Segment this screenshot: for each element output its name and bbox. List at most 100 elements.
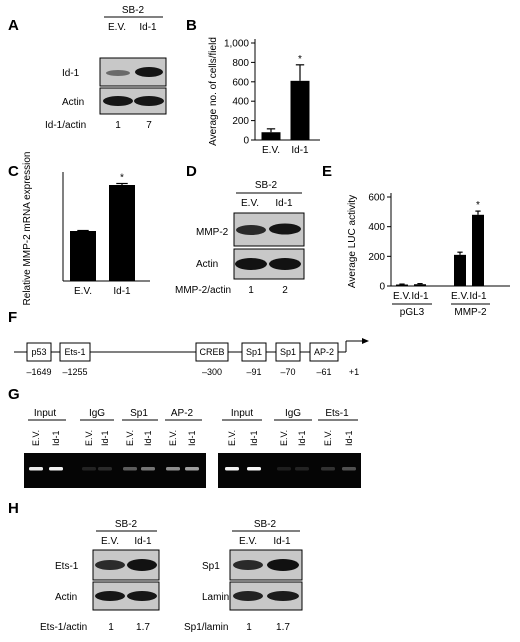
y-tick-label: 1,000: [224, 39, 249, 50]
h-right-lane-ev: E.V.: [239, 536, 257, 547]
h-right-ratio-ev: 1: [246, 622, 252, 633]
y-tick-label: 200: [368, 252, 385, 263]
panel-h-letter: H: [8, 500, 19, 517]
panel-d: D SB-2 E.V. Id-1 MMP-2 Actin MMP-2/actin…: [175, 163, 305, 296]
panel-d-band-mmp2-ev: [236, 225, 266, 235]
x-tick-label: E.V.: [74, 286, 92, 297]
h-left-lane-id1: Id-1: [134, 536, 152, 547]
g-right-group-ets1: Ets-1: [325, 408, 349, 419]
significance-marker: *: [298, 54, 302, 65]
svg-text:Sp1: Sp1: [246, 347, 262, 357]
x-tick-label: Id-1: [291, 145, 309, 156]
panel-g-letter: G: [8, 386, 20, 403]
bar: [109, 185, 135, 281]
bar: [261, 132, 281, 140]
chip-band: [185, 467, 199, 471]
chip-lane-label: E.V.: [168, 430, 178, 446]
panel-f: F p53 –1649 Ets-1 –1255 CREB –300 Sp1 –9…: [8, 309, 369, 377]
chip-band: [49, 467, 63, 471]
y-tick-label: 600: [232, 77, 249, 88]
svg-text:p53: p53: [31, 347, 46, 357]
promoter-element-ets1: Ets-1 –1255: [59, 342, 91, 377]
panel-d-band-mmp2-id1: [269, 223, 301, 235]
g-left-group-sp1: Sp1: [130, 408, 148, 419]
panel-d-ratio-id1: 2: [282, 285, 288, 296]
h-right-band-sp1-ev: [233, 560, 263, 570]
panel-a-lane-ev: E.V.: [108, 22, 126, 33]
g-left-group-igg: IgG: [89, 408, 105, 419]
y-axis-title: Average LUC activity: [347, 195, 358, 288]
h-left-band-ets1-ev: [95, 560, 125, 570]
panel-d-row-mmp2: MMP-2: [196, 227, 229, 238]
h-left-group-label: SB-2: [115, 519, 138, 530]
tss-label: +1: [349, 367, 359, 377]
svg-text:–91: –91: [246, 367, 261, 377]
chip-band: [29, 467, 43, 471]
y-tick-label: 0: [379, 282, 385, 293]
h-right-row-sp1: Sp1: [202, 561, 220, 572]
y-tick-label: 400: [232, 97, 249, 108]
panel-d-band-actin-ev: [235, 258, 267, 270]
svg-text:–1255: –1255: [62, 367, 87, 377]
chip-band: [277, 467, 291, 471]
h-right-group-label: SB-2: [254, 519, 277, 530]
chip-lane-label: Id-1: [297, 430, 307, 446]
chip-band: [141, 467, 155, 471]
panel-a-band-id1-id1: [135, 67, 163, 77]
y-tick-label: 0: [243, 136, 249, 147]
bar: [70, 231, 96, 281]
chip-lane-label: Id-1: [143, 430, 153, 446]
chip-band: [123, 467, 137, 471]
group-label: MMP-2: [454, 307, 487, 318]
significance-marker: *: [120, 173, 124, 184]
promoter-element-p53: p53 –1649: [26, 342, 52, 377]
panel-a-row-id1: Id-1: [62, 68, 80, 79]
chip-band: [295, 467, 309, 471]
x-tick-label: Id-1: [469, 291, 487, 302]
panel-a-band-id1-ev: [106, 70, 130, 76]
y-tick-label: 600: [368, 193, 385, 204]
h-left-band-ets1-id1: [127, 559, 157, 571]
panel-a-ratio-id1: 7: [146, 120, 152, 131]
chip-band: [321, 467, 335, 471]
chip-lane-label: E.V.: [279, 430, 289, 446]
panel-c-letter: C: [8, 163, 19, 180]
chip-lane-label: E.V.: [31, 430, 41, 446]
chip-band: [247, 467, 261, 471]
svg-text:Sp1: Sp1: [280, 347, 296, 357]
chip-lane-label: E.V.: [84, 430, 94, 446]
h-left-row-ets1: Ets-1: [55, 561, 79, 572]
significance-marker: *: [476, 200, 480, 211]
h-left-lane-ev: E.V.: [101, 536, 119, 547]
chip-lane-label: E.V.: [125, 430, 135, 446]
x-tick-label: Id-1: [113, 286, 131, 297]
svg-text:–61: –61: [316, 367, 331, 377]
h-left-band-actin-id1: [127, 591, 157, 601]
promoter-element-creb: CREB –300: [195, 342, 229, 377]
promoter-element-ap2: AP-2 –61: [309, 342, 339, 377]
chip-lane-label: Id-1: [344, 430, 354, 446]
g-left-group-input: Input: [34, 408, 56, 419]
panel-d-band-actin-id1: [269, 258, 301, 270]
panel-d-lane-ev: E.V.: [241, 198, 259, 209]
h-right-lane-id1: Id-1: [273, 536, 291, 547]
panel-d-group-label: SB-2: [255, 180, 278, 191]
promoter-element-sp1-b: Sp1 –70: [275, 342, 301, 377]
bar: [454, 254, 466, 286]
panel-b-letter: B: [186, 17, 197, 34]
x-tick-label: Id-1: [411, 291, 429, 302]
h-left-ratio-id1: 1.7: [136, 622, 150, 633]
chip-band: [82, 467, 96, 471]
chip-lane-label: Id-1: [100, 430, 110, 446]
panel-b-chart: B 0 200 400 600 800 1,000 Average no. of cells…: [186, 17, 320, 156]
panel-a-group-label: SB-2: [122, 5, 145, 16]
panel-a-letter: A: [8, 17, 19, 34]
h-left-ratio-ev: 1: [108, 622, 114, 633]
chip-lane-label: E.V.: [227, 430, 237, 446]
y-axis-title: Relative MMP-2 mRNA expression: [22, 152, 33, 306]
chip-lane-label: E.V.: [323, 430, 333, 446]
chip-band: [166, 467, 180, 471]
tss-arrow: [345, 338, 369, 352]
panel-d-ratio-label: MMP-2/actin: [175, 285, 231, 296]
